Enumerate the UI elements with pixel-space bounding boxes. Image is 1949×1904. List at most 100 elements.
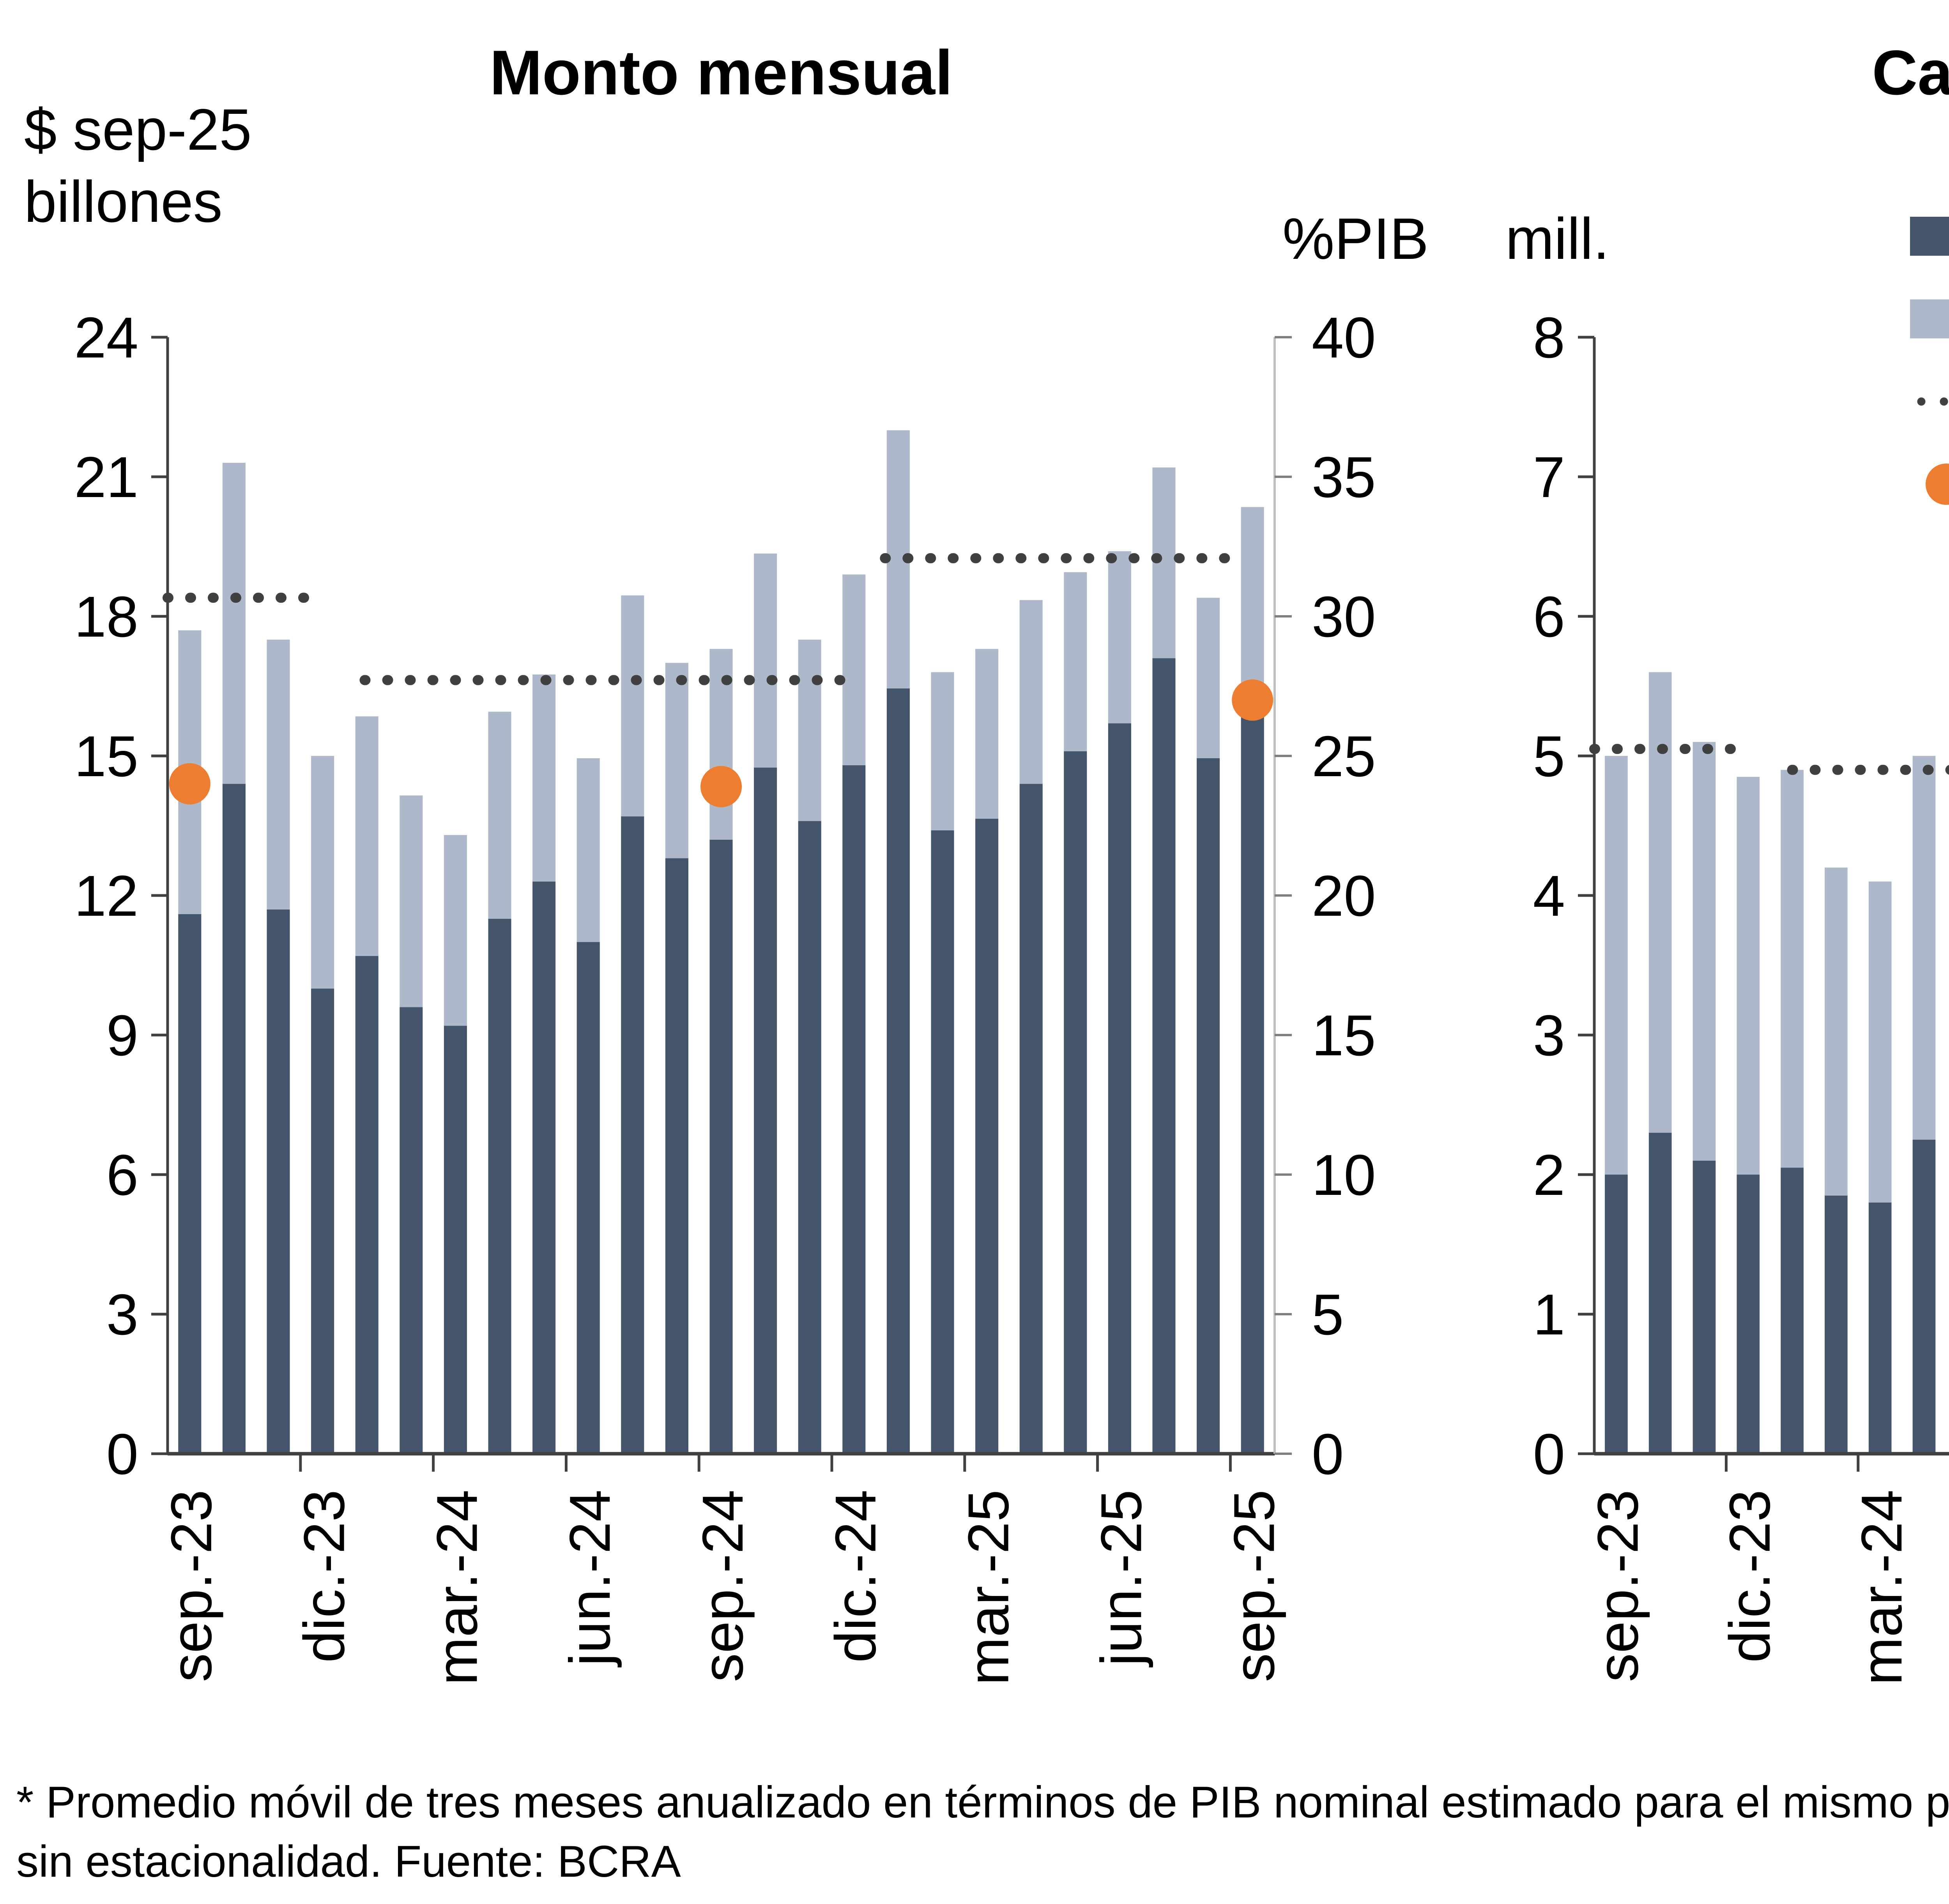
bar-echeq [975, 819, 999, 1454]
y-tick-label: 12 [74, 864, 138, 928]
y-tick-label: 9 [106, 1003, 138, 1068]
bar-fisicos [1064, 572, 1087, 752]
y-tick-label: 24 [74, 306, 138, 370]
legend-item-fisicos: Físicos [1910, 278, 1949, 360]
y-tick-label: 21 [74, 445, 138, 510]
bar-fisicos [931, 672, 954, 830]
bar-fisicos [488, 711, 511, 919]
bar-echeq [178, 914, 202, 1454]
bar-fisicos [444, 835, 467, 1026]
bar-fisicos [1868, 881, 1892, 1203]
legend-item-prom: Prom. 2024 [1910, 360, 1949, 443]
bar-fisicos [621, 595, 644, 817]
y-tick-label: 3 [106, 1283, 138, 1347]
bar-fisicos [532, 674, 556, 882]
x-tick-label: dic.-23 [1718, 1490, 1782, 1663]
bar-echeq [709, 839, 733, 1454]
secondary-axis-unit: %PIB [1282, 206, 1429, 271]
x-tick-label: sep.-23 [1586, 1490, 1650, 1682]
y-tick-label: 1 [1533, 1283, 1565, 1347]
bar-echeq [1737, 1175, 1760, 1454]
left-y-axis-unit-line2: billones [24, 169, 223, 234]
bar-fisicos [1648, 672, 1672, 1133]
bar-echeq [621, 816, 644, 1454]
pib-dot [700, 766, 742, 807]
bar-echeq [754, 767, 777, 1454]
bar-fisicos [1781, 770, 1804, 1168]
bar-fisicos [1197, 598, 1220, 758]
left-y-axis-unit: $ sep-25 billones [24, 94, 252, 238]
legend-item-echeq: Echeq [1910, 195, 1949, 278]
y-tick-label: 5 [1533, 724, 1565, 789]
bar-fisicos [798, 639, 821, 821]
x-tick-label: jun.-25 [1089, 1490, 1153, 1668]
bar-fisicos [400, 795, 423, 1007]
bar-echeq [222, 784, 246, 1454]
y-tick-label: 15 [74, 724, 138, 789]
bar-fisicos [1693, 742, 1716, 1161]
y-tick-label: 0 [106, 1422, 138, 1486]
bar-echeq [886, 688, 910, 1454]
bar-fisicos [1605, 756, 1628, 1175]
bar-fisicos [1825, 867, 1848, 1196]
secondary-tick-label: 40 [1312, 306, 1376, 370]
dotted-line-icon [1910, 396, 1949, 407]
secondary-tick-label: 0 [1312, 1422, 1344, 1486]
bar-fisicos [665, 663, 688, 858]
bar-echeq [1912, 1140, 1936, 1454]
bar-echeq [1108, 723, 1131, 1454]
bar-echeq [1868, 1202, 1892, 1454]
bar-echeq [1605, 1175, 1628, 1454]
left-y-axis-unit-line1: $ sep-25 [24, 97, 252, 162]
legend-item-pib: % PIB (ej. de.)* [1910, 443, 1949, 526]
bar-echeq [1019, 784, 1043, 1454]
y-tick-label: 3 [1533, 1003, 1565, 1068]
x-tick-label: mar.-24 [1850, 1490, 1914, 1685]
x-tick-label: dic.-23 [292, 1490, 357, 1663]
bar-fisicos [1912, 756, 1936, 1140]
bar-fisicos [1737, 777, 1760, 1175]
bar-echeq [355, 956, 378, 1454]
x-tick-label: sep.-23 [159, 1490, 224, 1682]
bar-fisicos [222, 463, 246, 784]
bar-echeq [798, 821, 821, 1454]
right-chart-title: Cantidad mensual [1872, 37, 1949, 108]
bar-echeq [488, 918, 511, 1454]
bar-echeq [311, 988, 334, 1454]
secondary-tick-label: 5 [1312, 1283, 1344, 1347]
bar-echeq [577, 942, 600, 1454]
bar-echeq [267, 909, 290, 1454]
secondary-tick-label: 10 [1312, 1143, 1376, 1207]
bar-fisicos [267, 639, 290, 910]
bar-fisicos [754, 553, 777, 768]
bar-fisicos [355, 716, 378, 956]
bar-fisicos [975, 649, 999, 819]
pib-dot [169, 763, 210, 805]
legend: Echeq Físicos Prom. 2024 % PIB (ej. de.)… [1910, 195, 1949, 526]
pib-dot [1232, 679, 1273, 721]
bar-echeq [1064, 751, 1087, 1454]
bar-echeq [444, 1026, 467, 1454]
right-y-axis-unit: mill. [1505, 206, 1609, 271]
bar-echeq [1241, 716, 1264, 1454]
bar-echeq [1152, 658, 1176, 1454]
secondary-tick-label: 20 [1312, 864, 1376, 928]
bar-echeq [1781, 1168, 1804, 1454]
x-tick-label: dic.-24 [824, 1490, 888, 1663]
footnote-line2: sin estacionalidad. Fuente: BCRA [16, 1837, 681, 1886]
echeq-swatch-icon [1910, 217, 1949, 256]
x-tick-label: mar.-25 [957, 1490, 1021, 1685]
y-tick-label: 4 [1533, 864, 1565, 928]
x-tick-label: mar.-24 [425, 1490, 489, 1685]
secondary-tick-label: 35 [1312, 445, 1376, 510]
bar-echeq [400, 1007, 423, 1454]
bar-echeq [842, 765, 866, 1454]
y-tick-label: 0 [1533, 1422, 1565, 1486]
bar-echeq [1825, 1195, 1848, 1454]
y-tick-label: 2 [1533, 1143, 1565, 1207]
secondary-tick-label: 25 [1312, 724, 1376, 789]
bar-echeq [1648, 1132, 1672, 1454]
y-tick-label: 18 [74, 585, 138, 649]
